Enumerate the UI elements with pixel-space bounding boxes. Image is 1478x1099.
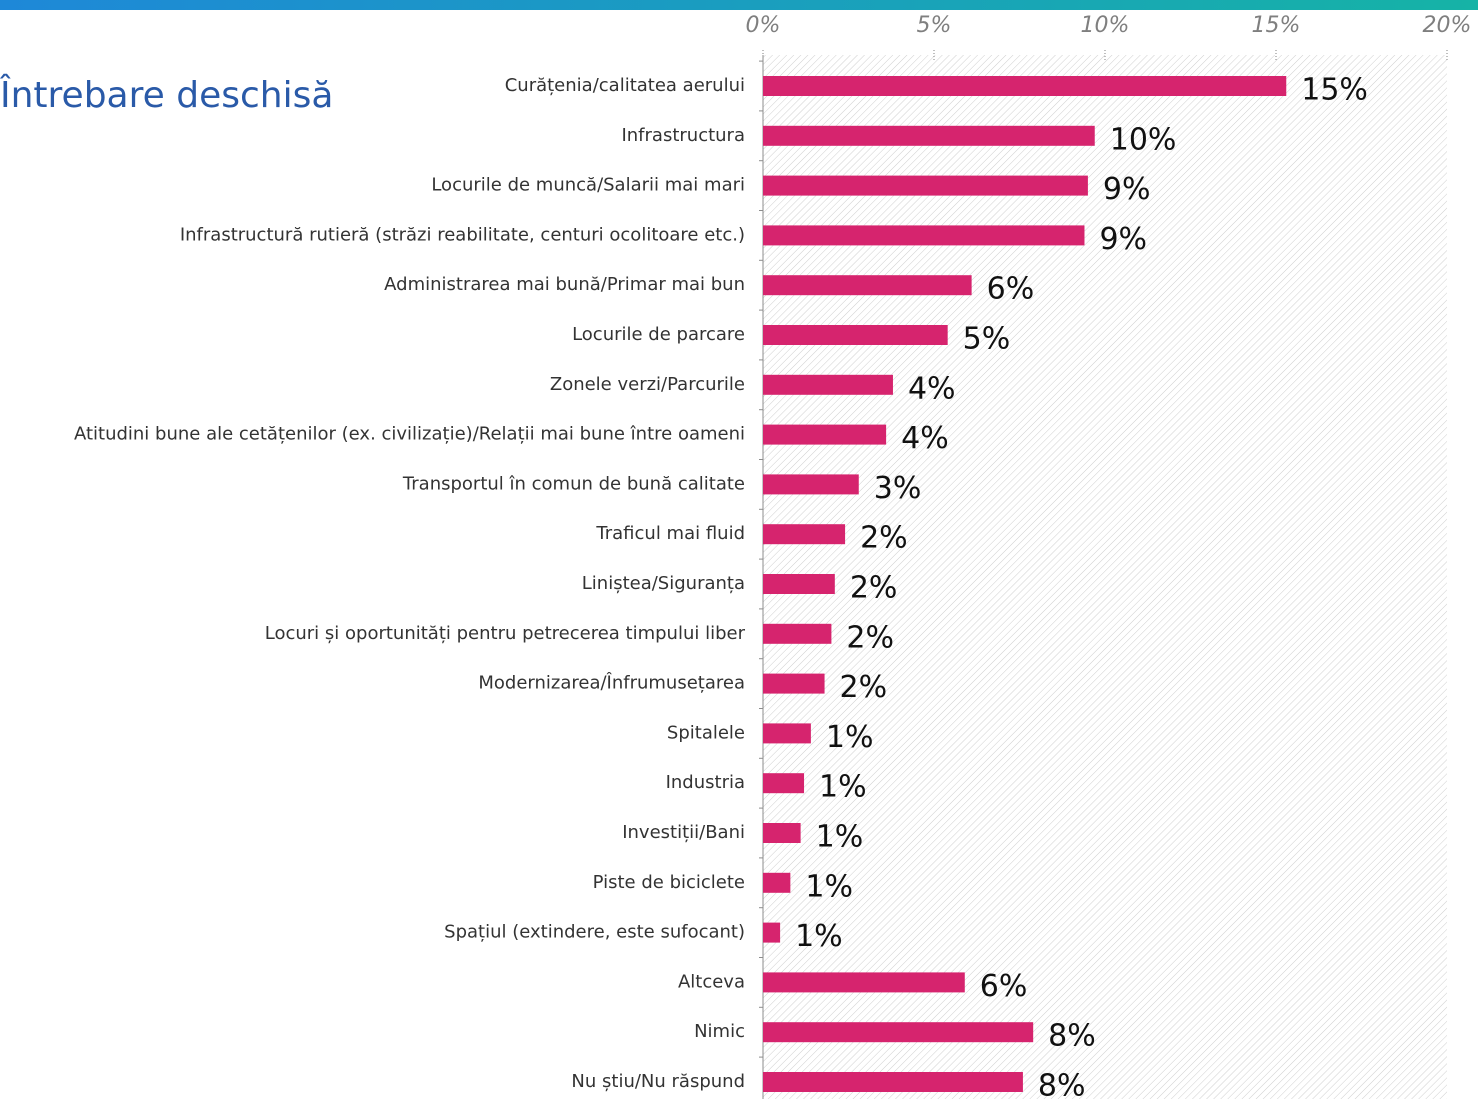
x-tick-label: 20% [1423,13,1472,38]
value-label: 9% [1103,172,1151,207]
y-tick-label: Nimic [694,1021,745,1042]
bar [763,76,1286,96]
bar [763,474,859,494]
y-tick-label: Transportul în comun de bună calitate [402,473,745,494]
value-label: 2% [846,620,894,655]
value-label: 2% [850,571,898,606]
value-label: 10% [1110,122,1177,157]
bar [763,574,835,594]
y-tick-label: Piste de biciclete [593,872,745,893]
value-label: 1% [826,720,874,755]
bar [763,723,811,743]
y-tick-label: Liniștea/Siguranța [582,573,745,594]
bar [763,126,1095,146]
value-label: 8% [1048,1019,1096,1054]
y-tick-label: Nu știu/Nu răspund [571,1071,745,1092]
value-label: 1% [795,919,843,954]
page: Întrebare deschisă 0% 5% 10% 15% 20% Curățeni… [0,0,1478,1099]
value-label: 6% [980,969,1028,1004]
bar [763,674,825,694]
y-tick-label: Infrastructura [621,125,745,146]
bar [763,972,965,992]
bar [763,823,801,843]
value-label: 3% [874,471,922,506]
x-tick-label: 5% [917,13,952,38]
value-label: 4% [908,371,956,406]
bar [763,275,972,295]
y-tick-label: Industria [666,772,745,793]
value-label: 5% [963,322,1011,357]
y-tick-label: Locurile de muncă/Salarii mai mari [431,175,745,196]
y-tick-label: Modernizarea/Înfrumusețarea [478,672,745,694]
y-tick-label: Administrarea mai bună/Primar mai bun [384,274,745,295]
value-label: 6% [987,272,1035,307]
y-tick-label: Spitalele [667,722,745,743]
value-label: 4% [901,421,949,456]
chart: Întrebare deschisă 0% 5% 10% 15% 20% Curățeni… [0,0,1478,1099]
value-label: 8% [1038,1069,1086,1099]
top-stripe [0,0,1478,10]
y-tick-label: Investiții/Bani [622,822,745,843]
value-label: 15% [1301,73,1368,108]
y-tick-label: Zonele verzi/Parcurile [550,374,745,395]
y-tick-label: Spațiul (extindere, este sufocant) [444,922,745,943]
y-tick-label: Locuri și oportunități pentru petrecerea… [265,623,746,644]
y-tick-label: Infrastructură rutieră (străzi reabilita… [180,224,745,245]
bar [763,176,1088,196]
y-tick-label: Traficul mai fluid [595,523,745,544]
chart-title: Întrebare deschisă [0,74,333,116]
value-label: 2% [840,670,888,705]
value-label: 1% [805,869,853,904]
bar [763,325,948,345]
bar [763,225,1084,245]
bar [763,873,790,893]
bar [763,773,804,793]
value-label: 1% [819,770,867,805]
value-label: 1% [816,820,864,855]
y-tick-label: Atitudini bune ale cetățenilor (ex. civi… [74,424,745,445]
bar [763,524,845,544]
y-tick-label: Curățenia/calitatea aerului [505,75,745,96]
x-tick-label: 15% [1252,13,1301,38]
bar [763,1022,1033,1042]
bar [763,425,886,445]
y-tick-label: Locurile de parcare [572,324,745,345]
bar [763,375,893,395]
bar [763,1072,1023,1092]
bar [763,923,780,943]
value-label: 9% [1099,222,1147,257]
x-tick-label: 0% [746,13,781,38]
value-label: 2% [860,521,908,556]
y-tick-label: Altceva [678,971,745,992]
bar [763,624,831,644]
x-tick-label: 10% [1081,13,1130,38]
